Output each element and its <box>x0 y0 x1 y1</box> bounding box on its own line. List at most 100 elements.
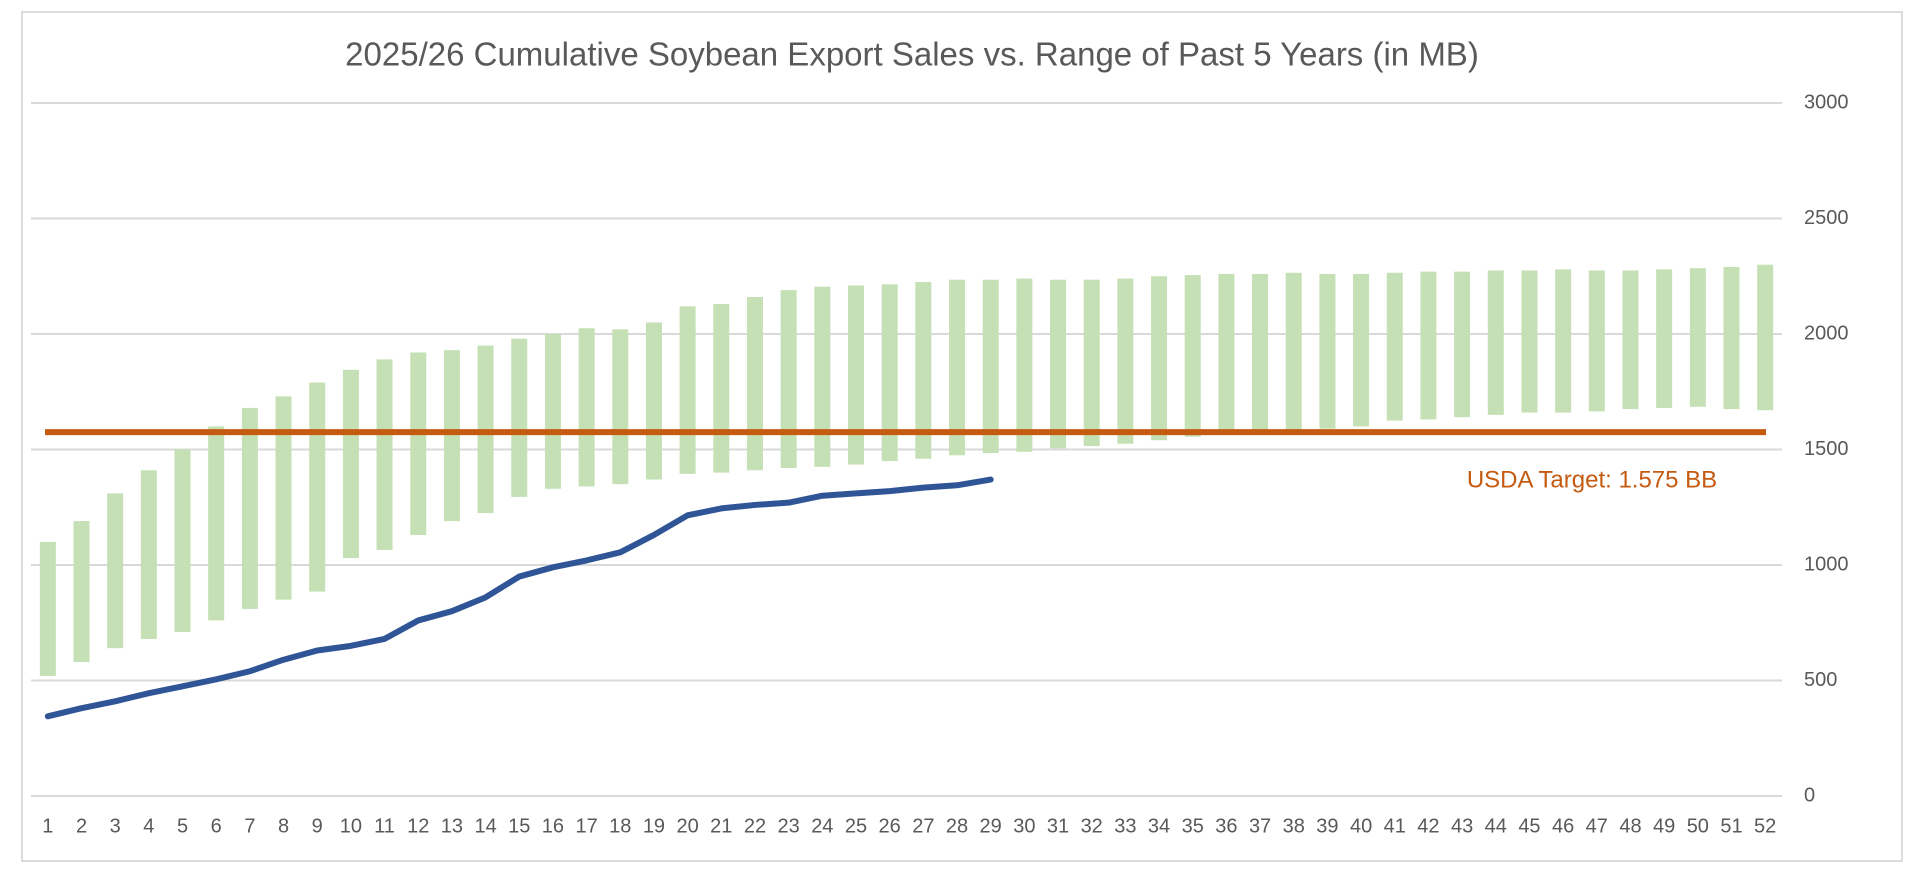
x-tick-label: 51 <box>1720 815 1742 837</box>
range-bar <box>73 521 90 663</box>
range-bar <box>1521 270 1538 413</box>
range-bar <box>1117 278 1134 444</box>
range-bar <box>410 352 427 535</box>
range-bar <box>309 382 326 592</box>
range-bar <box>1420 271 1437 420</box>
range-bar <box>511 338 528 497</box>
y-tick-label: 1500 <box>1804 438 1849 460</box>
x-tick-label: 44 <box>1485 815 1507 837</box>
range-bar <box>1689 268 1706 407</box>
range-bar <box>578 328 595 487</box>
range-bar <box>746 297 763 471</box>
range-bar <box>376 359 393 550</box>
x-tick-label: 9 <box>312 815 323 837</box>
chart-frame <box>21 11 1903 862</box>
x-tick-label: 15 <box>508 815 530 837</box>
y-tick-label: 2000 <box>1804 322 1849 344</box>
y-tick-label: 0 <box>1804 784 1815 806</box>
range-bar <box>1218 273 1235 435</box>
range-bar <box>1016 278 1033 452</box>
x-tick-label: 48 <box>1619 815 1641 837</box>
x-tick-label: 14 <box>474 815 496 837</box>
x-tick-label: 29 <box>980 815 1002 837</box>
x-tick-label: 41 <box>1384 815 1406 837</box>
x-tick-label: 22 <box>744 815 766 837</box>
chart-title: 2025/26 Cumulative Soybean Export Sales … <box>345 36 1479 73</box>
range-bar <box>208 426 225 621</box>
x-tick-label: 52 <box>1754 815 1776 837</box>
range-bar <box>1285 272 1302 432</box>
x-tick-label: 18 <box>609 815 631 837</box>
x-tick-label: 13 <box>441 815 463 837</box>
x-tick-label: 28 <box>946 815 968 837</box>
range-bar <box>1353 273 1370 427</box>
x-tick-label: 23 <box>778 815 800 837</box>
x-tick-label: 3 <box>110 815 121 837</box>
y-tick-label: 500 <box>1804 669 1837 691</box>
x-tick-label: 46 <box>1552 815 1574 837</box>
range-bar <box>1588 270 1605 412</box>
range-bar <box>107 493 124 649</box>
x-tick-label: 17 <box>575 815 597 837</box>
x-tick-label: 20 <box>677 815 699 837</box>
x-tick-label: 30 <box>1013 815 1035 837</box>
range-bar <box>39 541 56 676</box>
x-tick-label: 2 <box>76 815 87 837</box>
y-tick-label: 3000 <box>1804 91 1849 113</box>
x-tick-label: 40 <box>1350 815 1372 837</box>
range-bar <box>847 285 864 465</box>
range-bar <box>241 407 258 609</box>
range-bar <box>713 303 730 473</box>
x-tick-label: 49 <box>1653 815 1675 837</box>
range-bar <box>1656 269 1673 408</box>
range-bar <box>612 329 629 485</box>
range-bar <box>140 470 157 639</box>
x-tick-label: 34 <box>1148 815 1170 837</box>
x-tick-label: 26 <box>879 815 901 837</box>
x-tick-label: 12 <box>407 815 429 837</box>
range-bar <box>915 282 932 459</box>
range-bar <box>443 350 460 522</box>
x-tick-label: 27 <box>912 815 934 837</box>
x-tick-label: 33 <box>1114 815 1136 837</box>
x-tick-label: 38 <box>1283 815 1305 837</box>
range-bar <box>1184 275 1201 437</box>
range-bar <box>1555 269 1572 413</box>
range-bar <box>679 306 696 474</box>
x-tick-label: 42 <box>1417 815 1439 837</box>
y-tick-label: 1000 <box>1804 553 1849 575</box>
x-tick-label: 19 <box>643 815 665 837</box>
x-tick-label: 1 <box>42 815 53 837</box>
range-bar <box>780 290 797 468</box>
range-bar <box>1151 276 1168 441</box>
range-bar <box>1757 264 1774 411</box>
x-tick-label: 37 <box>1249 815 1271 837</box>
x-tick-label: 4 <box>143 815 154 837</box>
x-tick-label: 24 <box>811 815 833 837</box>
range-bar <box>1386 272 1403 421</box>
x-tick-label: 31 <box>1047 815 1069 837</box>
sales-line <box>44 476 994 720</box>
range-bar <box>881 284 898 462</box>
x-tick-label: 36 <box>1215 815 1237 837</box>
range-bar <box>1454 271 1471 418</box>
range-bar <box>1050 279 1067 449</box>
x-tick-label: 47 <box>1586 815 1608 837</box>
range-bar <box>1319 273 1336 429</box>
x-tick-label: 8 <box>278 815 289 837</box>
x-tick-label: 25 <box>845 815 867 837</box>
x-tick-label: 43 <box>1451 815 1473 837</box>
y-tick-label: 2500 <box>1804 207 1849 229</box>
x-tick-label: 7 <box>244 815 255 837</box>
range-bar <box>1487 270 1504 415</box>
range-bar <box>814 286 831 467</box>
x-tick-label: 11 <box>374 815 395 837</box>
range-bar <box>544 334 561 489</box>
x-tick-label: 21 <box>710 815 732 837</box>
range-bar <box>982 279 999 453</box>
range-bar <box>174 449 191 632</box>
range-bar <box>1622 270 1639 410</box>
x-tick-label: 32 <box>1081 815 1103 837</box>
x-tick-label: 45 <box>1518 815 1540 837</box>
